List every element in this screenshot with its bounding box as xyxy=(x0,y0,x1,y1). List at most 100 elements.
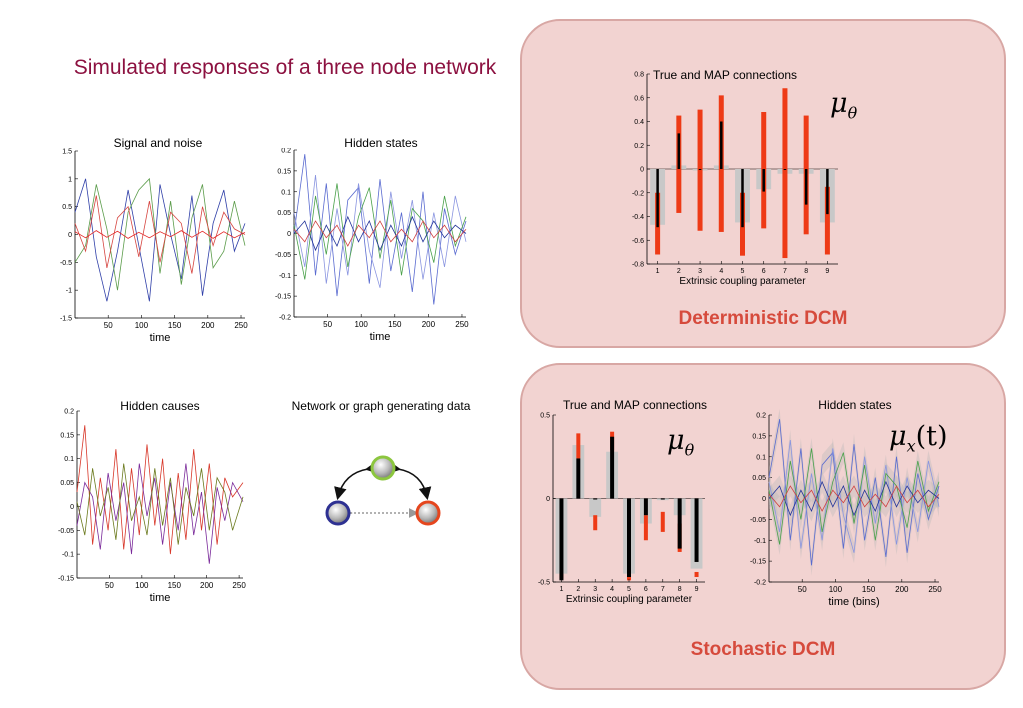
y-tick-label: -0.1 xyxy=(279,273,291,280)
x-axis-label: time xyxy=(150,592,171,604)
map-interval-bar xyxy=(782,88,788,259)
x-tick-label: 150 xyxy=(862,585,876,594)
edge-green-red xyxy=(387,461,432,501)
confidence-band xyxy=(769,471,939,526)
y-tick-label: 0 xyxy=(640,167,644,174)
y-tick-label: -0.1 xyxy=(754,538,766,545)
map-bar xyxy=(593,498,598,500)
mu-theta-deterministic: μθ xyxy=(830,88,857,122)
x-tick-label: 7 xyxy=(783,268,787,275)
theta-subscript: θ xyxy=(684,440,695,460)
y-tick-label: 0.1 xyxy=(64,456,74,463)
true-bar xyxy=(589,498,602,517)
x-tick-label: 150 xyxy=(168,321,182,330)
y-tick-label: -0.15 xyxy=(275,294,291,301)
x-tick-label: 50 xyxy=(105,581,114,590)
series-line xyxy=(74,230,246,239)
map-bar xyxy=(656,169,659,228)
y-tick-label: -0.05 xyxy=(275,252,291,259)
y-tick-label: -0.5 xyxy=(60,260,72,267)
series-line xyxy=(74,178,246,302)
network-graph xyxy=(325,455,441,526)
y-tick-label: -0.4 xyxy=(632,214,644,221)
node-blue xyxy=(325,500,351,526)
deterministic-dcm-label: Deterministic DCM xyxy=(678,308,848,329)
y-tick-label: -0.05 xyxy=(58,528,74,535)
map-bar xyxy=(627,498,631,577)
y-tick-label: 0 xyxy=(762,496,766,503)
y-tick-label: -0.1 xyxy=(62,552,74,559)
y-tick-label: 0 xyxy=(546,496,550,503)
y-tick-label: -1 xyxy=(66,288,72,295)
map-interval-bar xyxy=(576,433,581,459)
y-tick-label: -0.2 xyxy=(279,315,291,322)
series-line xyxy=(768,440,940,553)
confidence-band xyxy=(769,429,939,564)
stochastic-bars-title: True and MAP connections xyxy=(562,398,708,412)
theta-subscript: θ xyxy=(847,103,858,123)
map-bar xyxy=(643,498,648,516)
x-tick-label: 8 xyxy=(678,586,682,593)
x-tick-label: 9 xyxy=(825,268,829,275)
page-title: Simulated responses of a three node netw… xyxy=(73,56,497,79)
y-tick-label: 0.05 xyxy=(60,480,74,487)
map-bar xyxy=(762,169,765,192)
mu-x-t: μx(t) xyxy=(889,421,948,455)
x-tick-label: 100 xyxy=(829,585,843,594)
y-tick-label: 0 xyxy=(68,232,72,239)
map-interval-bar xyxy=(697,109,703,231)
x-tick-label: 7 xyxy=(661,586,665,593)
mu-symbol: μ xyxy=(830,88,848,119)
map-bar xyxy=(783,169,787,170)
x-tick-label: 8 xyxy=(804,268,808,275)
map-interval-bar xyxy=(660,511,665,532)
x-tick-label: 150 xyxy=(168,581,182,590)
x-tick-label: 1 xyxy=(656,268,660,275)
map-bar xyxy=(576,458,581,499)
x-tick-label: 100 xyxy=(355,320,369,329)
mu-symbol: μ xyxy=(889,421,907,452)
x-tick-label: 1 xyxy=(559,586,563,593)
x-tick-label: 50 xyxy=(323,320,332,329)
y-tick-label: -0.15 xyxy=(750,559,766,566)
y-tick-label: 0.2 xyxy=(756,413,766,420)
y-tick-label: 0.2 xyxy=(634,143,644,150)
hidden-states-stochastic-title: Hidden states xyxy=(818,398,892,412)
series-line xyxy=(768,448,940,545)
y-tick-label: 0.15 xyxy=(752,433,766,440)
map-bar xyxy=(559,498,564,581)
series-line xyxy=(293,220,467,247)
deterministic-bars-chart: -0.8 -0.6 -0.4 -0.2 0 0.2 0.4 0.6 0.8 1 2 3 4 5 6 7 8 9 Ex… xyxy=(632,72,838,287)
x-tick-label: 5 xyxy=(627,586,631,593)
y-tick-label: 0.05 xyxy=(277,210,291,217)
signal-noise-title: Signal and noise xyxy=(113,136,203,150)
x-tick-label: 4 xyxy=(719,268,723,275)
hidden-states-stochastic-chart: -0.2 -0.15 -0.1 -0.05 0 0.05 0.1 0.15 0.2 50 100 15… xyxy=(750,408,942,608)
x-tick-label: 3 xyxy=(593,586,597,593)
x-tick-label: 100 xyxy=(135,581,149,590)
x-tick-label: 200 xyxy=(422,320,436,329)
y-tick-label: 0.1 xyxy=(281,189,291,196)
series-line xyxy=(76,463,244,564)
hidden-causes-title: Hidden causes xyxy=(120,399,200,413)
x-tick-label: 9 xyxy=(695,586,699,593)
x-tick-label: 200 xyxy=(200,581,214,590)
y-tick-label: 0 xyxy=(287,231,291,238)
map-interval-bar xyxy=(824,186,830,255)
y-tick-label: -0.5 xyxy=(538,580,550,587)
map-bar xyxy=(660,498,665,500)
series-line xyxy=(293,183,467,280)
x-tick-label: 250 xyxy=(928,585,942,594)
y-tick-label: 0.05 xyxy=(752,475,766,482)
mu-symbol: μ xyxy=(667,425,685,456)
y-tick-label: 0 xyxy=(70,504,74,511)
map-bar xyxy=(826,169,829,215)
y-tick-label: 1 xyxy=(68,176,72,183)
x-axis-label: time (bins) xyxy=(828,596,879,608)
map-bar xyxy=(698,169,702,170)
y-tick-label: -0.8 xyxy=(632,262,644,269)
map-interval-bar xyxy=(694,571,699,577)
time-argument: (t) xyxy=(915,421,948,452)
y-tick-label: 0.15 xyxy=(277,168,291,175)
x-tick-label: 200 xyxy=(895,585,909,594)
